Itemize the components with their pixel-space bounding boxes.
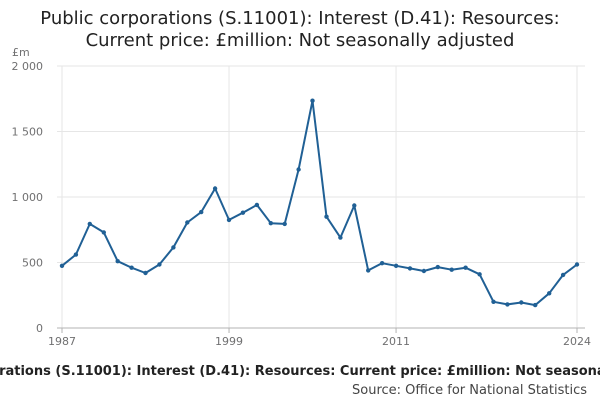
grid-lines <box>57 65 585 328</box>
data-point[interactable] <box>101 230 107 235</box>
axes: 0 500 1 000 1 500 2 000 1987 1999 2011 2024 <box>12 60 592 348</box>
data-point[interactable] <box>73 252 79 257</box>
data-point[interactable] <box>421 268 427 274</box>
data-point[interactable] <box>393 263 399 268</box>
data-point[interactable] <box>115 259 120 264</box>
data-point[interactable] <box>310 98 315 103</box>
x-tick-label: 2011 <box>382 335 410 348</box>
data-point[interactable] <box>59 263 65 268</box>
data-point[interactable] <box>407 266 413 271</box>
data-point[interactable] <box>212 186 218 191</box>
data-point[interactable] <box>268 221 273 226</box>
data-point[interactable] <box>352 203 357 208</box>
data-point[interactable] <box>379 261 385 266</box>
data-point[interactable] <box>254 202 260 208</box>
data-point[interactable] <box>505 302 510 307</box>
data-point[interactable] <box>157 262 162 267</box>
data-point[interactable] <box>171 245 176 250</box>
y-tick-label: 500 <box>22 257 43 270</box>
y-axis-unit-label: £m <box>12 46 30 59</box>
x-tick-label: 1987 <box>48 335 76 348</box>
data-point[interactable] <box>296 167 301 172</box>
x-tick-label: 2024 <box>563 335 591 348</box>
data-point[interactable] <box>185 220 190 225</box>
data-point[interactable] <box>491 299 496 304</box>
data-point[interactable] <box>282 221 287 227</box>
data-point[interactable] <box>143 270 148 276</box>
data-point[interactable] <box>87 221 93 227</box>
data-point[interactable] <box>574 262 580 267</box>
chart-title-line-2: Current price: £million: Not seasonally … <box>86 30 515 51</box>
data-point[interactable] <box>533 302 538 308</box>
data-point[interactable] <box>129 265 134 270</box>
data-point[interactable] <box>449 267 454 272</box>
data-point[interactable] <box>338 235 343 240</box>
series-layer <box>59 98 580 308</box>
data-point[interactable] <box>226 217 232 223</box>
data-point[interactable] <box>240 210 246 215</box>
data-point[interactable] <box>324 214 329 219</box>
data-point[interactable] <box>547 291 552 296</box>
footer-source: Source: Office for National Statistics <box>352 383 587 398</box>
data-point[interactable] <box>435 264 440 270</box>
series-line <box>61 99 578 307</box>
data-point[interactable] <box>519 300 524 305</box>
chart-title-line-1: Public corporations (S.11001): Interest … <box>40 8 559 29</box>
y-tick-label: 1 500 <box>12 126 44 139</box>
y-tick-label: 0 <box>36 322 43 335</box>
data-point[interactable] <box>199 209 204 215</box>
footer-chart-title: Public corporations (S.11001): Interest … <box>0 364 600 379</box>
data-point[interactable] <box>477 272 482 277</box>
data-point[interactable] <box>366 268 371 273</box>
y-tick-label: 1 000 <box>12 191 44 204</box>
x-tick-label: 1999 <box>215 335 243 348</box>
data-point[interactable] <box>463 265 468 270</box>
data-point[interactable] <box>560 272 566 278</box>
y-tick-label: 2 000 <box>12 60 44 73</box>
